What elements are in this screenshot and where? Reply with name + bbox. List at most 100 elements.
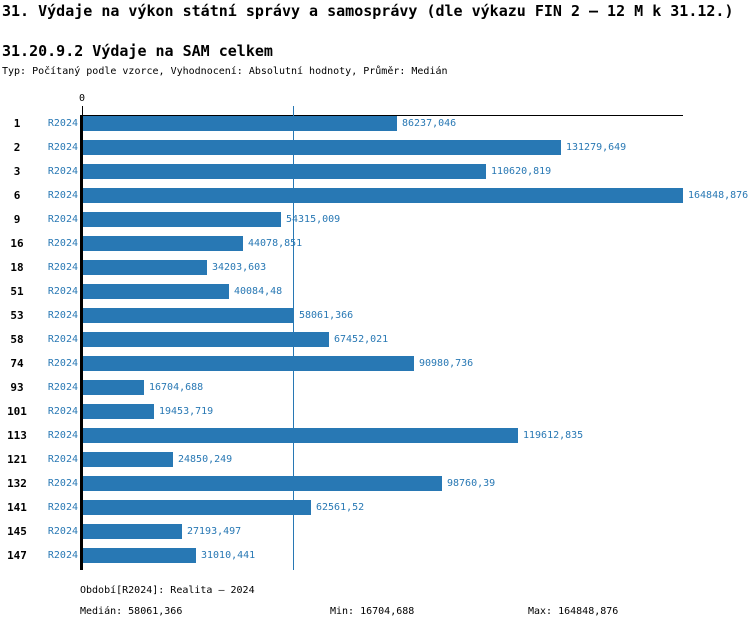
bar-value-label: 19453,719: [159, 406, 214, 417]
indicator-title: 31.20.9.2 Výdaje na SAM celkem: [2, 42, 273, 60]
bar-value-label: 16704,688: [149, 382, 204, 393]
bar-value-label: 54315,009: [286, 214, 341, 225]
chart-row: 6 R2024 164848,876: [0, 188, 750, 203]
bar: [83, 524, 182, 539]
axis-top-line: [82, 115, 683, 116]
row-series-label: R2024: [47, 478, 78, 489]
row-series-label: R2024: [47, 382, 78, 393]
min-stat-label: Min: 16704,688: [330, 606, 415, 617]
axis-zero-label: 0: [78, 93, 86, 104]
bar-value-label: 164848,876: [688, 190, 749, 201]
row-category-label: 141: [7, 501, 27, 514]
bar: [83, 116, 397, 131]
period-label: Období[R2024]: Realita – 2024: [80, 585, 255, 596]
bar: [83, 380, 144, 395]
row-category-label: 121: [7, 453, 27, 466]
row-series-label: R2024: [47, 550, 78, 561]
bar: [83, 548, 196, 563]
chart-row: 74 R2024 90980,736: [0, 356, 750, 371]
bar-value-label: 86237,046: [402, 118, 457, 129]
axis-zero-tick: [82, 106, 83, 115]
chart-row: 3 R2024 110620,819: [0, 164, 750, 179]
row-series-label: R2024: [47, 118, 78, 129]
row-category-label: 145: [7, 525, 27, 538]
row-category-label: 9: [13, 213, 21, 226]
bar: [83, 476, 442, 491]
bar: [83, 212, 281, 227]
bar: [83, 188, 683, 203]
indicator-meta-line: Typ: Počítaný podle vzorce, Vyhodnocení:…: [2, 66, 448, 77]
bar-value-label: 131279,649: [566, 142, 627, 153]
bar: [83, 236, 243, 251]
row-category-label: 6: [13, 189, 21, 202]
bar-value-label: 24850,249: [178, 454, 233, 465]
row-series-label: R2024: [47, 262, 78, 273]
row-series-label: R2024: [47, 166, 78, 177]
row-series-label: R2024: [47, 526, 78, 537]
chart-row: 53 R2024 58061,366: [0, 308, 750, 323]
chart-row: 113 R2024 119612,835: [0, 428, 750, 443]
row-series-label: R2024: [47, 214, 78, 225]
row-category-label: 2: [13, 141, 21, 154]
chart-row: 145 R2024 27193,497: [0, 524, 750, 539]
row-category-label: 93: [10, 381, 24, 394]
report-title: 31. Výdaje na výkon státní správy a samo…: [2, 2, 734, 20]
bar: [83, 260, 207, 275]
bar-value-label: 34203,603: [212, 262, 267, 273]
bar: [83, 500, 311, 515]
bar-value-label: 58061,366: [299, 310, 354, 321]
chart-row: 93 R2024 16704,688: [0, 380, 750, 395]
bar-value-label: 40084,48: [234, 286, 283, 297]
bar-value-label: 62561,52: [316, 502, 365, 513]
bar: [83, 164, 486, 179]
bar-value-label: 119612,835: [523, 430, 584, 441]
row-series-label: R2024: [47, 286, 78, 297]
bar-value-label: 67452,021: [334, 334, 389, 345]
bar-value-label: 98760,39: [447, 478, 496, 489]
bar: [83, 284, 229, 299]
bar: [83, 308, 294, 323]
row-category-label: 18: [10, 261, 24, 274]
row-series-label: R2024: [47, 502, 78, 513]
row-category-label: 132: [7, 477, 27, 490]
row-series-label: R2024: [47, 358, 78, 369]
chart-row: 141 R2024 62561,52: [0, 500, 750, 515]
row-category-label: 113: [7, 429, 27, 442]
bar: [83, 140, 561, 155]
bar: [83, 428, 518, 443]
bar-value-label: 27193,497: [187, 526, 242, 537]
bar: [83, 452, 173, 467]
chart-row: 132 R2024 98760,39: [0, 476, 750, 491]
row-category-label: 53: [10, 309, 24, 322]
bar-value-label: 44078,851: [248, 238, 303, 249]
axis-vertical-line: [80, 115, 83, 570]
chart-row: 121 R2024 24850,249: [0, 452, 750, 467]
row-series-label: R2024: [47, 142, 78, 153]
row-category-label: 101: [7, 405, 27, 418]
bar-chart: 0 1 R2024 86237,046 2 R2024 131279,649 3 R2024 1…: [0, 93, 750, 576]
bar-value-label: 90980,736: [419, 358, 474, 369]
row-series-label: R2024: [47, 454, 78, 465]
chart-row: 2 R2024 131279,649: [0, 140, 750, 155]
row-category-label: 74: [10, 357, 24, 370]
chart-row: 1 R2024 86237,046: [0, 116, 750, 131]
median-stat-label: Medián: 58061,366: [80, 606, 183, 617]
row-category-label: 147: [7, 549, 27, 562]
chart-row: 58 R2024 67452,021: [0, 332, 750, 347]
chart-row: 16 R2024 44078,851: [0, 236, 750, 251]
bar-value-label: 110620,819: [491, 166, 552, 177]
chart-row: 51 R2024 40084,48: [0, 284, 750, 299]
row-series-label: R2024: [47, 310, 78, 321]
row-category-label: 51: [10, 285, 24, 298]
row-category-label: 58: [10, 333, 24, 346]
bar: [83, 404, 154, 419]
bar: [83, 332, 329, 347]
row-series-label: R2024: [47, 238, 78, 249]
bar-value-label: 31010,441: [201, 550, 256, 561]
bar: [83, 356, 414, 371]
row-series-label: R2024: [47, 406, 78, 417]
max-stat-label: Max: 164848,876: [528, 606, 619, 617]
chart-row: 147 R2024 31010,441: [0, 548, 750, 563]
row-category-label: 3: [13, 165, 21, 178]
